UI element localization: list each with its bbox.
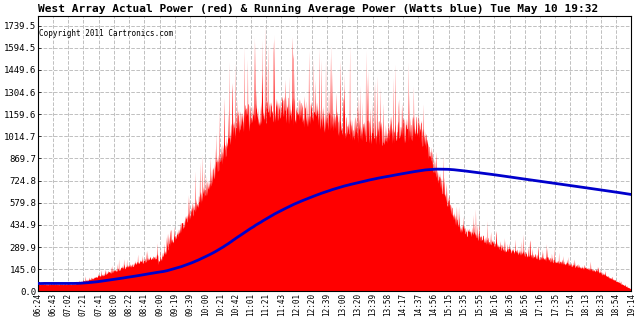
Text: Copyright 2011 Cartronics.com: Copyright 2011 Cartronics.com — [39, 28, 173, 37]
Text: West Array Actual Power (red) & Running Average Power (Watts blue) Tue May 10 19: West Array Actual Power (red) & Running … — [38, 4, 598, 14]
